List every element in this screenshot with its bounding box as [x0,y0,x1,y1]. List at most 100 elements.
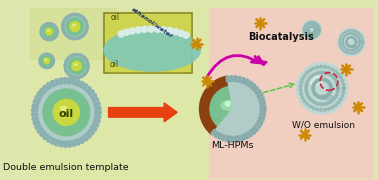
Circle shape [259,117,261,120]
Circle shape [81,56,82,57]
Circle shape [82,76,83,77]
Circle shape [309,69,311,72]
Circle shape [324,78,326,81]
Circle shape [238,77,241,79]
Circle shape [361,45,363,47]
Circle shape [218,136,221,139]
Circle shape [50,54,51,55]
Circle shape [85,84,88,87]
Circle shape [242,137,245,140]
Circle shape [52,56,53,57]
Circle shape [319,28,320,29]
Circle shape [362,41,364,43]
Circle shape [331,68,334,71]
Circle shape [339,40,341,42]
Circle shape [55,37,56,38]
Circle shape [68,15,69,16]
Circle shape [39,53,54,68]
Circle shape [308,34,309,35]
Circle shape [209,130,212,133]
Circle shape [73,55,74,56]
Circle shape [98,115,101,118]
Circle shape [303,30,304,31]
Circle shape [85,58,87,59]
Circle shape [350,53,352,54]
Circle shape [230,139,232,142]
Circle shape [334,70,337,73]
Circle shape [56,34,57,35]
Circle shape [95,111,98,114]
Circle shape [348,45,349,47]
Circle shape [339,44,341,46]
Circle shape [39,58,40,59]
Circle shape [306,35,307,36]
Circle shape [63,24,64,25]
Circle shape [85,23,87,24]
Circle shape [36,101,39,104]
Circle shape [246,136,248,139]
Circle shape [346,31,347,32]
Circle shape [65,63,67,64]
Circle shape [40,56,41,57]
Circle shape [82,55,83,56]
Circle shape [43,25,44,26]
Circle shape [53,99,79,125]
Circle shape [304,33,305,34]
Circle shape [255,86,257,89]
Bar [30,8,116,59]
Circle shape [53,60,54,61]
Circle shape [249,134,252,137]
Circle shape [66,62,67,63]
Circle shape [212,82,215,85]
Circle shape [358,50,359,52]
Circle shape [325,72,328,75]
Circle shape [62,14,88,40]
Circle shape [85,60,87,61]
Circle shape [80,16,81,17]
Circle shape [355,40,356,41]
Circle shape [310,26,311,27]
Circle shape [88,87,91,90]
Circle shape [338,28,365,56]
Circle shape [41,33,42,34]
Circle shape [70,55,71,57]
Circle shape [214,130,217,133]
Circle shape [258,118,261,121]
Circle shape [71,15,72,16]
Circle shape [88,130,91,133]
Circle shape [215,135,218,138]
Circle shape [307,25,308,26]
Text: oil: oil [109,60,118,69]
Circle shape [344,36,345,38]
Circle shape [242,137,245,140]
Circle shape [66,34,67,35]
Circle shape [307,34,308,35]
Circle shape [52,65,53,66]
Circle shape [88,64,89,65]
Circle shape [81,82,84,85]
Circle shape [201,117,204,120]
Circle shape [312,86,314,89]
Circle shape [43,85,46,89]
Circle shape [76,37,77,39]
Circle shape [344,46,345,48]
Circle shape [44,25,45,26]
Circle shape [360,47,362,49]
Circle shape [40,33,41,34]
Circle shape [200,109,203,112]
Circle shape [65,71,67,72]
Circle shape [303,100,306,102]
Circle shape [308,30,309,31]
Circle shape [308,31,309,32]
Circle shape [336,81,338,84]
Circle shape [242,78,245,80]
Circle shape [311,23,312,24]
Circle shape [263,111,266,114]
Circle shape [320,71,323,74]
Circle shape [54,24,55,25]
Circle shape [226,76,229,79]
Circle shape [62,25,63,26]
Circle shape [238,136,240,138]
Circle shape [214,134,217,137]
Circle shape [353,45,355,46]
